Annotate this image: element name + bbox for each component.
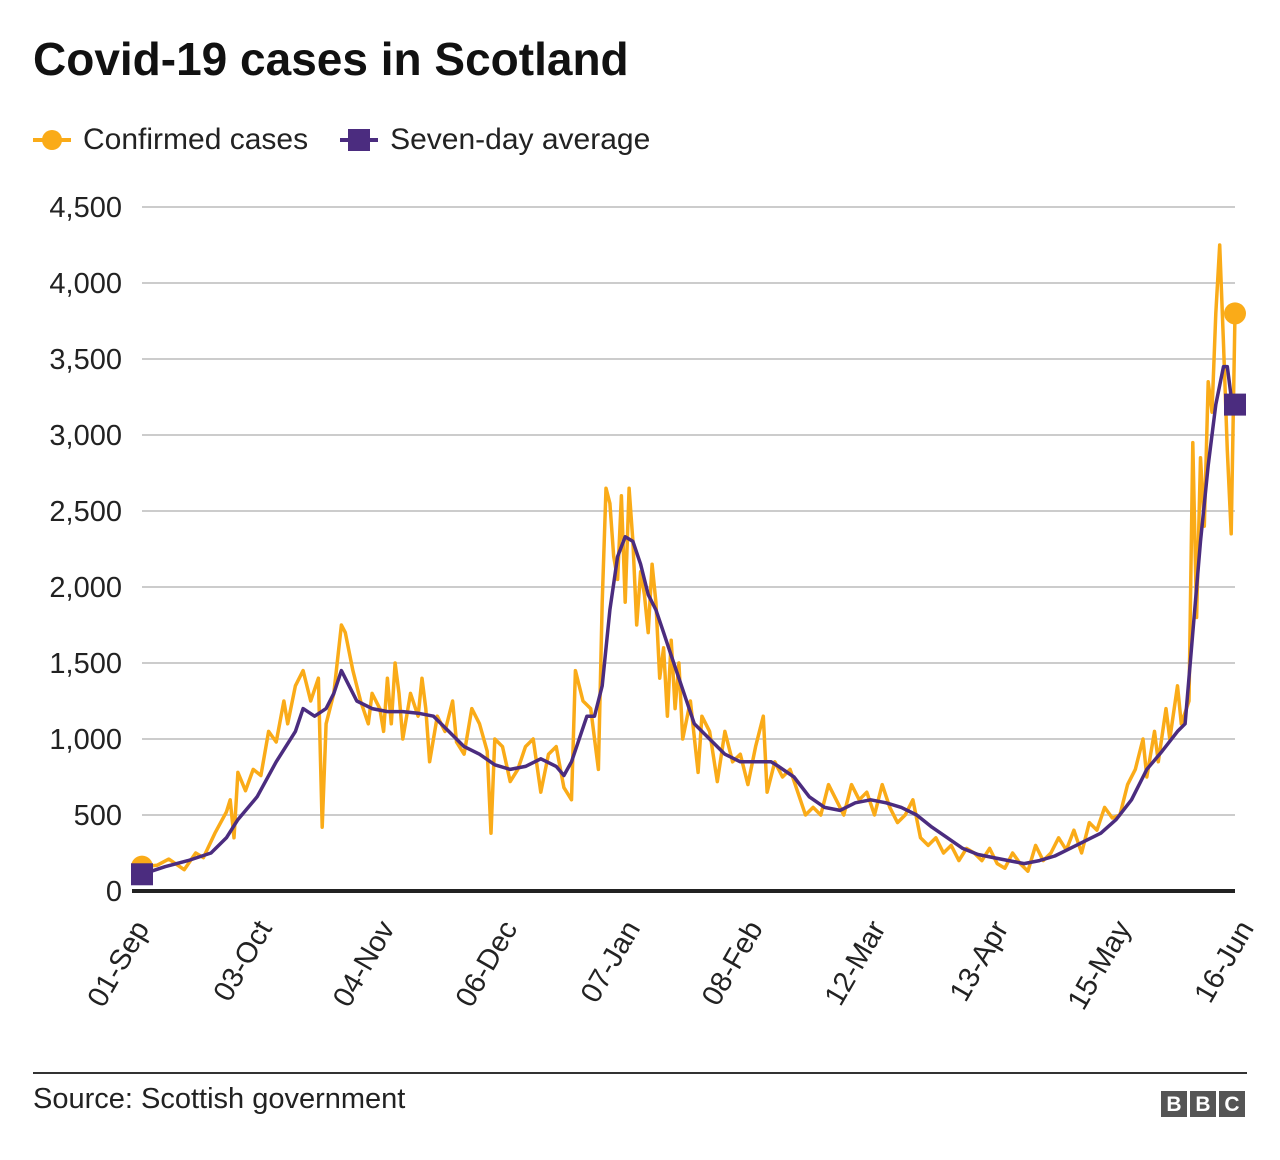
- y-tick-label: 1,000: [49, 724, 122, 756]
- y-tick-label: 3,000: [49, 420, 122, 452]
- source-note: Source: Scottish government: [33, 1083, 406, 1115]
- legend-circle-marker-icon: [33, 130, 71, 150]
- seven-day-average-start-marker: [131, 863, 153, 886]
- y-tick-label: 4,500: [49, 192, 122, 224]
- x-tick-label: 01-Sep: [82, 916, 156, 1013]
- x-tick-label: 13-Apr: [944, 915, 1015, 1007]
- line-chart: 0 500 1,000 1,500 2,000 2,500 3,000 3,500 4,000 4…: [49, 192, 1261, 1015]
- bbc-logo-letter: B: [1161, 1091, 1187, 1117]
- legend-label-seven-day-average: Seven-day average: [390, 123, 651, 156]
- legend-square-marker-icon: [340, 129, 379, 151]
- confirmed-cases-end-marker: [1224, 302, 1246, 325]
- y-tick-label: 500: [74, 800, 122, 832]
- x-tick-label: 16-Jun: [1189, 916, 1261, 1009]
- footer-divider: [33, 1072, 1247, 1074]
- x-tick-label: 07-Jan: [575, 916, 647, 1009]
- bbc-logo-letter: B: [1190, 1091, 1216, 1117]
- y-tick-label: 1,500: [49, 648, 122, 680]
- y-tick-label: 0: [106, 876, 122, 908]
- y-tick-label: 4,000: [49, 268, 122, 300]
- x-tick-label: 03-Oct: [208, 916, 279, 1007]
- legend-item-seven-day-average: Seven-day average: [340, 121, 650, 159]
- x-tick-label: 06-Dec: [450, 916, 524, 1013]
- legend-item-confirmed-cases: Confirmed cases: [33, 121, 308, 159]
- chart-title: Covid-19 cases in Scotland: [33, 33, 629, 85]
- y-tick-label: 2,000: [49, 572, 122, 604]
- x-tick-label: 08-Feb: [696, 916, 770, 1012]
- y-tick-label: 3,500: [49, 344, 122, 376]
- x-tick-label: 04-Nov: [327, 915, 402, 1012]
- bbc-logo-letter: C: [1219, 1091, 1245, 1117]
- series-line-confirmed-cases: [141, 243, 1237, 873]
- x-tick-label: 12-Mar: [819, 915, 893, 1011]
- bbc-logo: B B C: [1158, 1091, 1245, 1117]
- y-tick-label: 2,500: [49, 496, 122, 528]
- seven-day-average-end-marker: [1224, 393, 1246, 416]
- series-line-seven-day-average: [141, 364, 1237, 876]
- legend-label-confirmed-cases: Confirmed cases: [83, 123, 309, 156]
- x-tick-label: 15-May: [1062, 915, 1138, 1015]
- legend: Confirmed cases Seven-day average: [33, 120, 682, 160]
